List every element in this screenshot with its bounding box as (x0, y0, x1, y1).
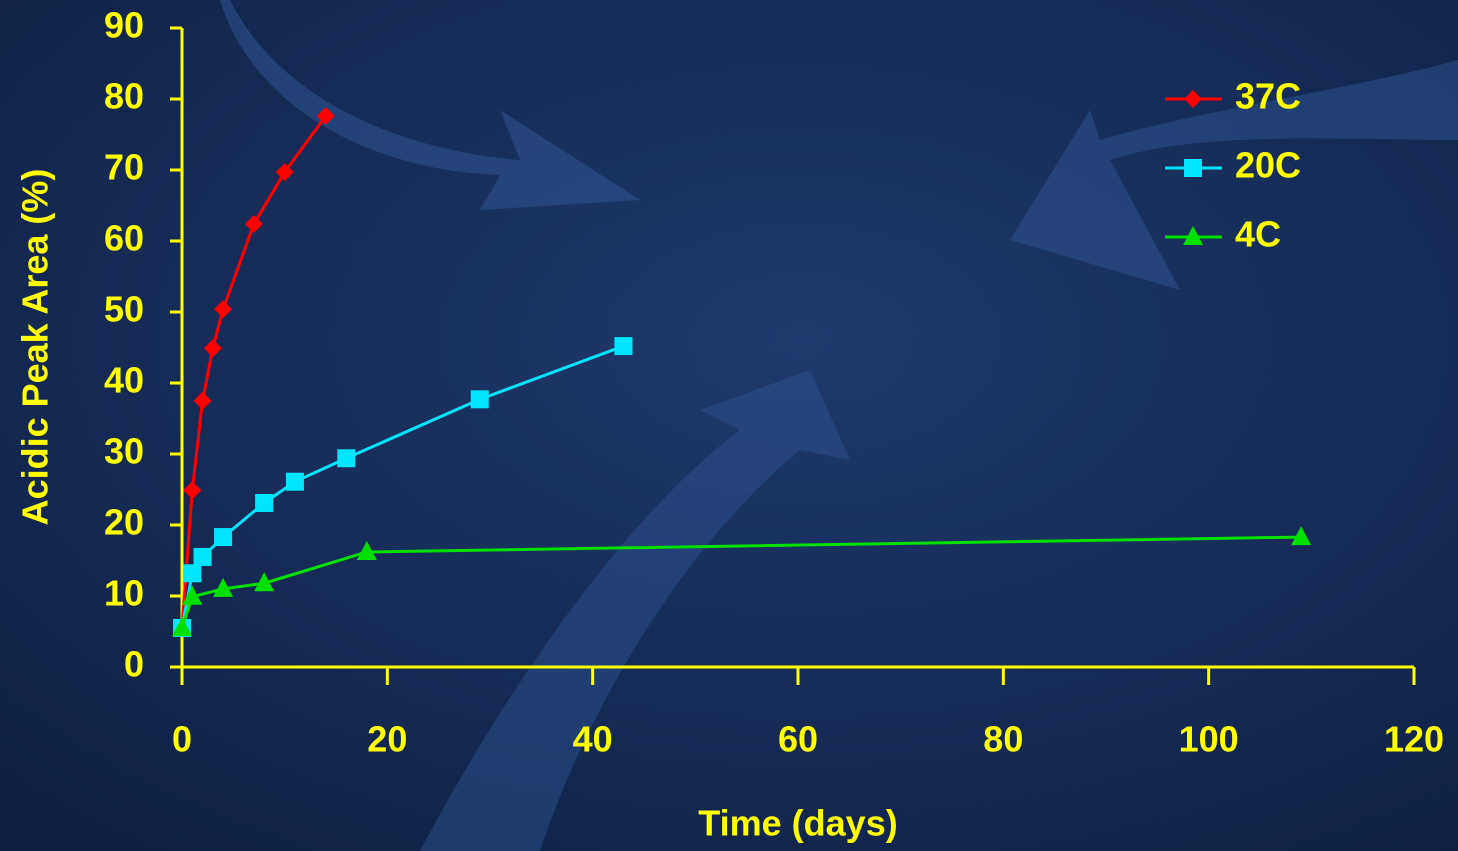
data-point (193, 391, 212, 410)
data-point (316, 107, 335, 126)
x-tick-label: 60 (778, 719, 818, 760)
data-point (254, 572, 275, 592)
y-tick-label: 90 (104, 5, 144, 46)
x-tick-label: 80 (983, 719, 1023, 760)
y-tick-label: 30 (104, 431, 144, 472)
data-point (183, 564, 202, 583)
data-point (356, 540, 377, 560)
legend-label: 20C (1235, 145, 1301, 186)
data-point (182, 585, 203, 605)
legend-marker (1183, 226, 1203, 245)
data-point (214, 528, 233, 547)
y-tick-label: 70 (104, 147, 144, 188)
data-point (214, 300, 233, 319)
x-tick-label: 20 (367, 719, 407, 760)
x-axis-label: Time (days) (698, 803, 897, 844)
y-tick-label: 0 (124, 644, 144, 685)
y-tick-label: 20 (104, 502, 144, 543)
decor-arrow (420, 370, 850, 851)
data-point (255, 493, 274, 512)
data-point (470, 390, 489, 409)
y-axis-label: Acidic Peak Area (%) (15, 169, 56, 526)
data-point (614, 337, 633, 356)
data-point (337, 449, 356, 468)
x-tick-label: 100 (1179, 719, 1239, 760)
y-tick-label: 40 (104, 360, 144, 401)
y-tick-label: 60 (104, 218, 144, 259)
x-tick-label: 0 (172, 719, 192, 760)
data-point (172, 616, 192, 636)
data-point (213, 577, 234, 597)
decor-arrow (220, 0, 640, 210)
x-tick-label: 40 (573, 719, 613, 760)
data-point (285, 472, 304, 491)
data-point (275, 163, 294, 182)
series-line (180, 115, 327, 629)
legend-label: 37C (1235, 76, 1301, 117)
data-point (183, 481, 202, 500)
data-point (193, 547, 212, 566)
legend-label: 4C (1235, 214, 1281, 255)
decor-arrow (1010, 60, 1458, 290)
y-tick-label: 10 (104, 573, 144, 614)
data-point (1291, 526, 1312, 546)
legend-marker (1184, 159, 1202, 177)
x-tick-label: 120 (1384, 719, 1444, 760)
y-tick-label: 50 (104, 289, 144, 330)
data-point (203, 339, 222, 358)
legend-marker (1184, 90, 1202, 108)
y-tick-label: 80 (104, 76, 144, 117)
data-point (244, 214, 263, 233)
